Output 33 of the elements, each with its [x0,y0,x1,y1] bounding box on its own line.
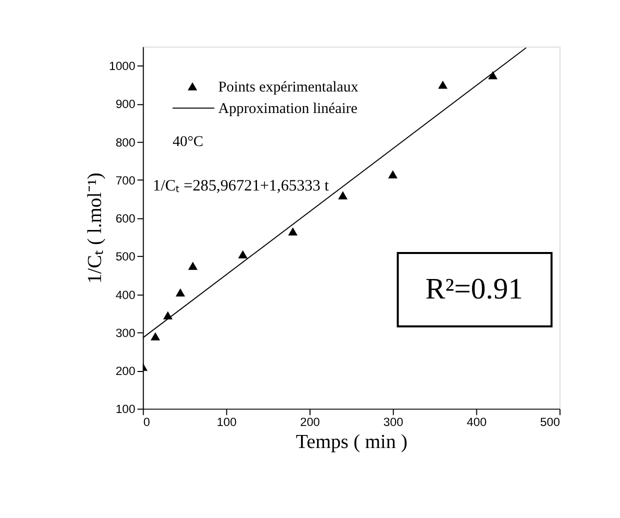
x-tick-label: 0 [143,415,150,430]
point [150,332,160,340]
x-tick-label: 200 [300,415,320,430]
point [438,80,448,89]
y-tick-label: 900 [116,97,136,112]
annotation: R²=0.91 [425,272,523,306]
x-tick-label: 500 [540,415,560,430]
x-tick-label: 400 [466,415,487,430]
point [188,262,198,270]
y-tick-label: 700 [116,173,136,188]
legend-label: Points expérimentalaux [218,79,359,96]
x-axis-title: Temps ( min ) [296,430,408,453]
y-tick-label: 200 [116,364,136,378]
y-tick-label: 1000 [108,59,136,74]
y-tick-label: 800 [116,135,136,150]
y-tick-label: 100 [116,402,136,416]
y-tick-label: 600 [116,212,136,226]
x-tick-label: 100 [216,415,237,430]
point [238,250,248,258]
point [338,191,348,200]
point [388,170,398,178]
point [488,71,498,80]
annotation: 40°C [172,134,204,150]
y-tick-label: 300 [116,326,136,340]
x-tick-label: 300 [383,415,404,430]
y-tick-label: 500 [116,250,136,264]
y-axis-title: 1/Cₜ ( l.mol⁻¹) [84,172,106,284]
point [176,288,186,297]
legend-label: Approximation linéaire [218,101,358,118]
y-tick-label: 400 [116,288,136,302]
annotation: 1/Cₜ =285,96721+1,65333 t [152,177,330,194]
point [288,227,298,236]
point [163,311,173,320]
